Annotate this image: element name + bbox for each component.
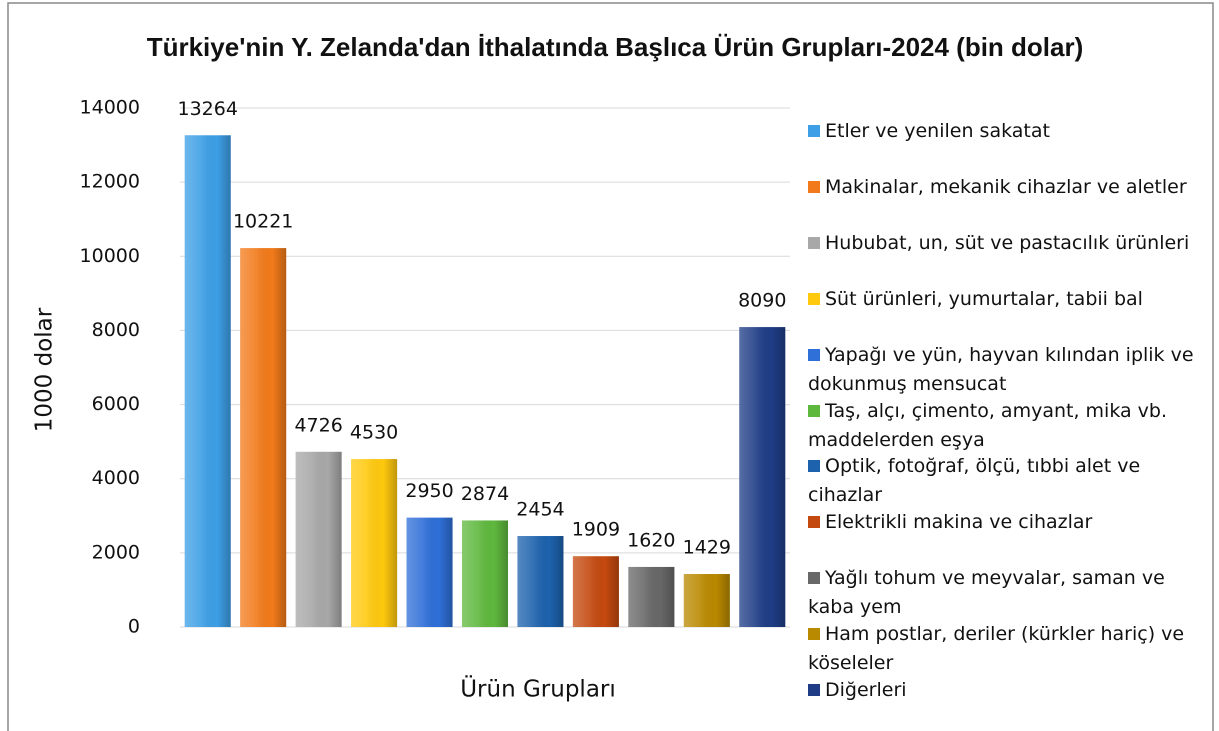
legend-swatch (808, 125, 820, 137)
bar-shine (572, 556, 619, 627)
data-label: 1429 (683, 537, 731, 559)
legend-label: Ham postlar, deriler (kürkler hariç) ve … (808, 623, 1185, 675)
y-tick-label: 6000 (92, 393, 140, 415)
data-label: 2454 (516, 499, 564, 521)
y-tick-label: 14000 (80, 97, 140, 119)
legend-label: Optik, fotoğraf, ölçü, tıbbi alet ve cih… (808, 455, 1141, 507)
legend-entry: Süt ürünleri, yumurtalar, tabii bal (808, 285, 1203, 314)
legend-entry: Makinalar, mekanik cihazlar ve aletler (808, 173, 1203, 202)
bar-shine (240, 248, 287, 627)
legend-swatch (808, 404, 820, 417)
x-axis-label: Ürün Grupları (460, 675, 616, 703)
bar-shine (628, 566, 675, 627)
legend-label: Taş, alçı, çimento, amyant, mika vb. mad… (808, 399, 1168, 451)
y-tick-label: 10000 (80, 245, 140, 267)
legend-label: Yapağı ve yün, hayvan kılından iplik ve … (808, 343, 1194, 395)
legend-swatch (808, 180, 820, 193)
data-label: 2874 (461, 483, 509, 505)
legend-swatch (808, 348, 820, 361)
bar-shine (517, 536, 564, 627)
legend-label: Yağlı tohum ve meyvalar, saman ve kaba y… (808, 567, 1165, 619)
legend-entry: Elektrikli makina ve cihazlar (808, 508, 1203, 537)
y-tick-label: 12000 (80, 171, 140, 193)
legend-swatch (808, 460, 820, 473)
legend-entry: Yağlı tohum ve meyvalar, saman ve kaba y… (808, 564, 1203, 622)
legend-entry: Etler ve yenilen sakatat (808, 117, 1203, 146)
bar-shine (461, 520, 509, 627)
data-label: 4726 (294, 414, 342, 436)
legend-swatch (808, 628, 820, 641)
legend-label: Süt ürünleri, yumurtalar, tabii bal (825, 287, 1143, 310)
legend-entry: Taş, alçı, çimento, amyant, mika vb. mad… (808, 397, 1203, 455)
legend-entry: Hububat, un, süt ve pastacılık ürünleri (808, 229, 1203, 258)
legend-entry: Optik, fotoğraf, ölçü, tıbbi alet ve cih… (808, 452, 1203, 510)
data-label: 13264 (178, 98, 238, 120)
legend-swatch (808, 572, 820, 585)
legend-entry: Yapağı ve yün, hayvan kılından iplik ve … (808, 341, 1203, 399)
bar-shine (184, 135, 231, 627)
data-label: 8090 (738, 290, 786, 312)
legend-label: Etler ve yenilen sakatat (825, 120, 1050, 142)
y-tick-label: 8000 (92, 319, 140, 341)
bar-shine (739, 327, 786, 627)
data-label: 10221 (233, 211, 293, 233)
legend-label: Hububat, un, süt ve pastacılık ürünleri (825, 231, 1190, 254)
legend-label: Diğerleri (825, 679, 907, 701)
legend-swatch (808, 516, 820, 529)
y-tick-label: 2000 (92, 541, 140, 563)
bar-shine (295, 451, 342, 627)
data-label: 1909 (572, 519, 620, 541)
legend-entry: Diğerleri (808, 676, 1203, 705)
bar-shine (683, 574, 730, 627)
legend-swatch (808, 292, 820, 305)
legend-label: Makinalar, mekanik cihazlar ve aletler (825, 175, 1187, 198)
legend-label: Elektrikli makina ve cihazlar (825, 511, 1093, 534)
data-label: 1620 (627, 529, 675, 551)
bar-shine (351, 459, 398, 627)
legend-swatch (808, 236, 820, 249)
y-tick-label: 4000 (92, 467, 140, 489)
y-axis-label: 1000 dolar (32, 307, 58, 432)
y-tick-label: 0 (128, 616, 140, 638)
chart-title: Türkiye'nin Y. Zelanda'dan İthalatında B… (146, 32, 1084, 62)
frame (7, 2, 1214, 731)
bar-shine (406, 517, 453, 627)
legend-entry: Ham postlar, deriler (kürkler hariç) ve … (808, 620, 1203, 678)
data-label: 2950 (405, 480, 453, 502)
legend-swatch (808, 684, 820, 696)
data-label: 4530 (350, 422, 398, 444)
